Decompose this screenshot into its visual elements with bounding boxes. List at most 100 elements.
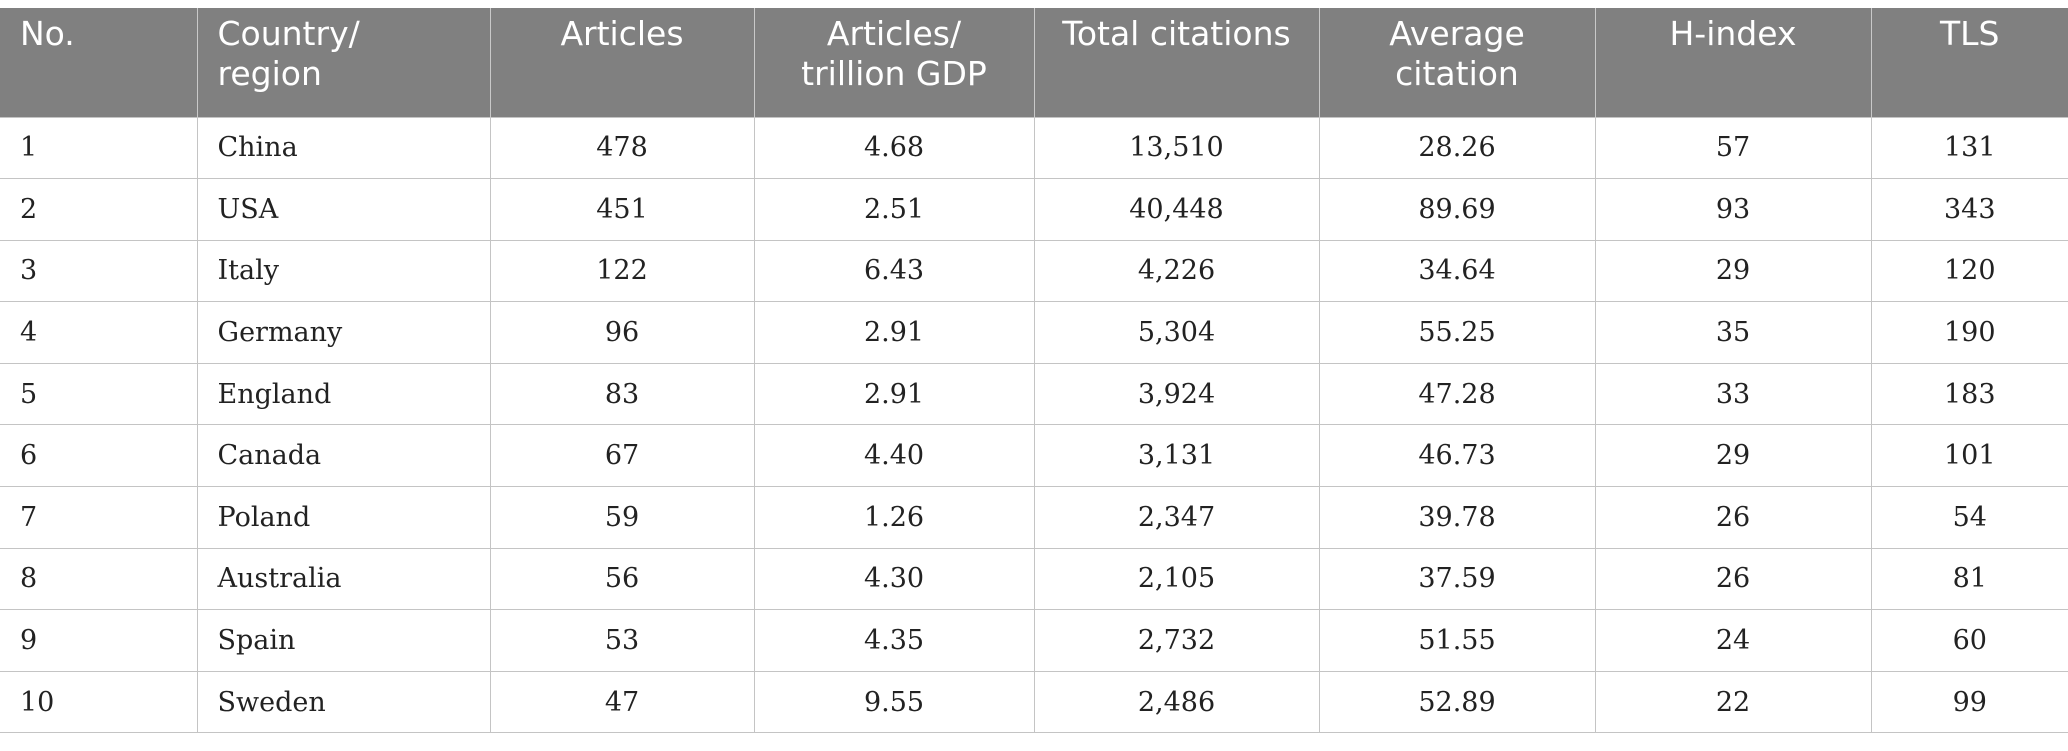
cell-h-index: 24 [1594,609,1871,672]
cell-average-citation: 46.73 [1318,424,1595,487]
table-row: 2 USA 451 2.51 40,448 89.69 93 343 [0,178,2068,241]
cell-articles-per-trillion-gdp: 9.55 [753,670,1034,734]
cell-h-index: 26 [1594,486,1871,549]
cell-articles-per-trillion-gdp: 4.68 [753,116,1034,179]
cell-average-citation: 51.55 [1318,609,1595,672]
cell-articles-per-trillion-gdp: 2.51 [753,178,1034,241]
table-row: 7 Poland 59 1.26 2,347 39.78 26 54 [0,486,2068,549]
cell-total-citations: 2,732 [1033,609,1319,672]
cell-country-region: USA [196,178,490,241]
cell-articles: 96 [489,301,754,364]
cell-h-index: 29 [1594,239,1871,302]
cell-tls: 120 [1870,239,2068,302]
cell-no: 9 [0,609,197,672]
cell-articles: 67 [489,424,754,487]
cell-country-region: China [196,116,490,179]
table-row: 5 England 83 2.91 3,924 47.28 33 183 [0,362,2068,425]
cell-no: 2 [0,178,197,241]
header-row: No. Country/region Articles Articles/trilli… [0,8,2068,117]
cell-average-citation: 52.89 [1318,670,1595,734]
cell-articles: 122 [489,239,754,302]
cell-tls: 343 [1870,178,2068,241]
cell-tls: 101 [1870,424,2068,487]
cell-articles-per-trillion-gdp: 4.40 [753,424,1034,487]
table-body: 1 China 478 4.68 13,510 28.26 57 131 2 USA 451 2.51… [0,116,2068,734]
cell-total-citations: 2,347 [1033,486,1319,549]
cell-tls: 131 [1870,116,2068,179]
column-header-country-region: Country/region [196,8,490,117]
cell-country-region: Canada [196,424,490,487]
cell-tls: 190 [1870,301,2068,364]
cell-articles-per-trillion-gdp: 2.91 [753,301,1034,364]
column-header-articles-per-trillion-gdp: Articles/trillion GDP [753,8,1034,117]
cell-no: 10 [0,670,197,734]
cell-articles-per-trillion-gdp: 2.91 [753,362,1034,425]
cell-h-index: 35 [1594,301,1871,364]
cell-h-index: 29 [1594,424,1871,487]
cell-articles-per-trillion-gdp: 1.26 [753,486,1034,549]
table-row: 9 Spain 53 4.35 2,732 51.55 24 60 [0,609,2068,672]
cell-articles: 451 [489,178,754,241]
cell-total-citations: 2,486 [1033,670,1319,734]
column-header-h-index: H-index [1594,8,1871,117]
cell-average-citation: 55.25 [1318,301,1595,364]
cell-country-region: Poland [196,486,490,549]
cell-h-index: 57 [1594,116,1871,179]
cell-average-citation: 28.26 [1318,116,1595,179]
cell-h-index: 26 [1594,547,1871,610]
cell-articles: 59 [489,486,754,549]
table-header: No. Country/region Articles Articles/trilli… [0,8,2068,117]
table-row: 6 Canada 67 4.40 3,131 46.73 29 101 [0,424,2068,487]
cell-articles: 53 [489,609,754,672]
column-header-average-citation: Average citation [1318,8,1595,117]
cell-country-region: Spain [196,609,490,672]
table-row: 10 Sweden 47 9.55 2,486 52.89 22 99 [0,670,2068,734]
cell-no: 8 [0,547,197,610]
cell-no: 4 [0,301,197,364]
cell-articles-per-trillion-gdp: 4.35 [753,609,1034,672]
cell-country-region: Italy [196,239,490,302]
cell-no: 6 [0,424,197,487]
cell-articles: 47 [489,670,754,734]
cell-tls: 81 [1870,547,2068,610]
column-header-articles: Articles [489,8,754,117]
cell-articles: 56 [489,547,754,610]
cell-average-citation: 34.64 [1318,239,1595,302]
cell-total-citations: 40,448 [1033,178,1319,241]
cell-h-index: 33 [1594,362,1871,425]
cell-tls: 54 [1870,486,2068,549]
table-row: 3 Italy 122 6.43 4,226 34.64 29 120 [0,239,2068,302]
cell-no: 5 [0,362,197,425]
table-row: 8 Australia 56 4.30 2,105 37.59 26 81 [0,547,2068,610]
cell-h-index: 22 [1594,670,1871,734]
cell-no: 3 [0,239,197,302]
cell-total-citations: 3,131 [1033,424,1319,487]
cell-no: 7 [0,486,197,549]
cell-country-region: Australia [196,547,490,610]
cell-total-citations: 3,924 [1033,362,1319,425]
cell-total-citations: 2,105 [1033,547,1319,610]
cell-total-citations: 4,226 [1033,239,1319,302]
cell-country-region: England [196,362,490,425]
cell-average-citation: 37.59 [1318,547,1595,610]
column-header-no: No. [0,8,197,117]
cell-average-citation: 89.69 [1318,178,1595,241]
table-row: 4 Germany 96 2.91 5,304 55.25 35 190 [0,301,2068,364]
cell-articles: 478 [489,116,754,179]
cell-articles-per-trillion-gdp: 6.43 [753,239,1034,302]
column-header-total-citations: Total citations [1033,8,1319,117]
cell-country-region: Sweden [196,670,490,734]
column-header-tls: TLS [1870,8,2068,117]
cell-average-citation: 39.78 [1318,486,1595,549]
cell-country-region: Germany [196,301,490,364]
cell-total-citations: 5,304 [1033,301,1319,364]
cell-articles: 83 [489,362,754,425]
cell-tls: 60 [1870,609,2068,672]
cell-tls: 99 [1870,670,2068,734]
cell-tls: 183 [1870,362,2068,425]
cell-h-index: 93 [1594,178,1871,241]
country-table-container: No. Country/region Articles Articles/trilli… [0,8,2068,734]
cell-total-citations: 13,510 [1033,116,1319,179]
cell-articles-per-trillion-gdp: 4.30 [753,547,1034,610]
cell-no: 1 [0,116,197,179]
